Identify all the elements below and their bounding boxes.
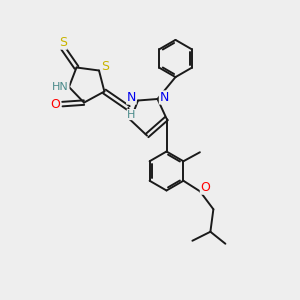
Text: N: N [127, 91, 136, 104]
Text: O: O [200, 181, 210, 194]
Text: N: N [159, 91, 169, 104]
Text: S: S [59, 36, 67, 49]
Text: H: H [127, 110, 136, 120]
Text: S: S [102, 60, 110, 74]
Text: O: O [50, 98, 60, 111]
Text: HN: HN [52, 82, 69, 92]
